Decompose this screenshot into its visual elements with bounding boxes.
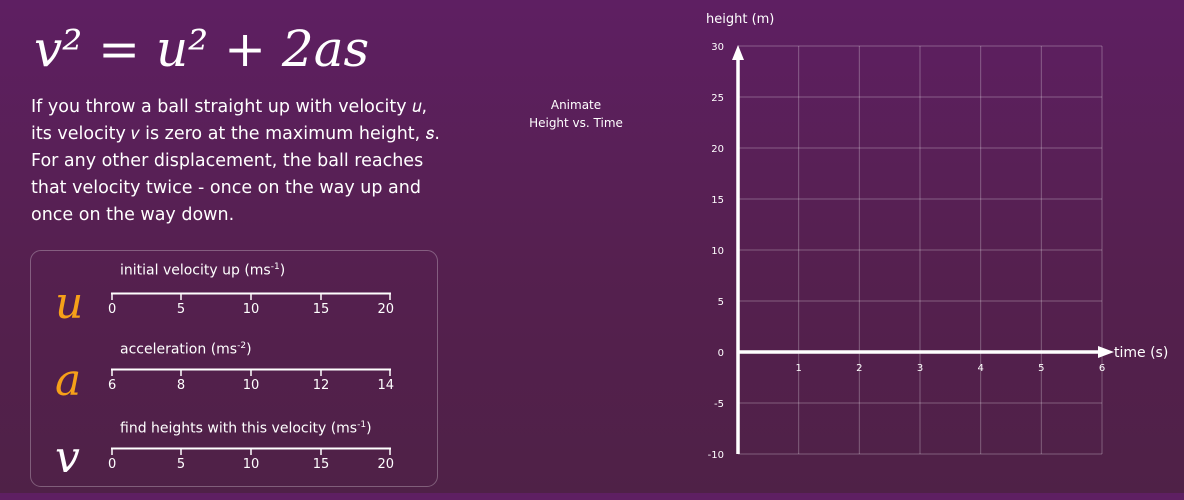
slider-a-label: acceleration (ms-2) bbox=[120, 341, 252, 358]
x-tick-label: 5 bbox=[1038, 363, 1044, 374]
x-axis-label: time (s) bbox=[1114, 345, 1168, 361]
chart-axes bbox=[732, 45, 1114, 454]
slider-u-unit-exp: -1 bbox=[270, 262, 280, 272]
slider-v-unit-exp: -1 bbox=[357, 420, 367, 430]
slider-tick-label: 10 bbox=[243, 457, 260, 472]
slider-u-track[interactable]: 0 5 10 15 20 bbox=[108, 292, 394, 317]
x-tick-label: 2 bbox=[856, 363, 862, 374]
y-tick-label: 20 bbox=[711, 144, 724, 155]
chart-labels: 30 25 20 15 10 5 0 -5 -10 1 2 3 4 5 6 height (m) time (s… bbox=[706, 12, 1168, 461]
slider-tick-label: 6 bbox=[108, 378, 116, 393]
y-tick-label: 30 bbox=[711, 42, 724, 53]
y-tick-label: 15 bbox=[711, 195, 724, 206]
description-text: If you throw a ball straight up with vel… bbox=[31, 97, 440, 225]
slider-scale: 0 5 10 15 20 bbox=[108, 447, 394, 472]
controls-panel: initial velocity up (ms-1) u 0 5 10 15 20 ac… bbox=[30, 250, 438, 487]
slider-u: initial velocity up (ms-1) u 0 5 10 15 20 bbox=[31, 262, 437, 342]
animate-button-line-2: Height vs. Time bbox=[529, 116, 623, 130]
x-tick-label: 3 bbox=[917, 363, 923, 374]
x-tick-label: 4 bbox=[977, 363, 983, 374]
slider-tick-label: 0 bbox=[108, 302, 116, 317]
slider-tick-label: 5 bbox=[177, 302, 185, 317]
y-tick-label: -10 bbox=[708, 450, 724, 461]
slider-tick-label: 12 bbox=[313, 378, 330, 393]
slider-v-track[interactable]: 0 5 10 15 20 bbox=[108, 447, 394, 472]
slider-u-label: initial velocity up (ms-1) bbox=[120, 262, 286, 279]
slider-tick-label: 14 bbox=[377, 378, 394, 393]
slider-a-unit-exp: -2 bbox=[237, 341, 247, 351]
y-tick-label: 25 bbox=[711, 93, 724, 104]
slider-tick-label: 15 bbox=[313, 302, 330, 317]
x-tick-label: 1 bbox=[795, 363, 801, 374]
slider-tick-label: 8 bbox=[177, 378, 185, 393]
slider-tick-label: 10 bbox=[243, 378, 260, 393]
slider-tick-label: 15 bbox=[313, 457, 330, 472]
slider-tick-label: 10 bbox=[243, 302, 260, 317]
animate-button[interactable]: Animate Height vs. Time bbox=[523, 96, 629, 132]
slider-a: acceleration (ms-2) a 6 8 10 12 14 bbox=[31, 341, 437, 421]
slider-a-track[interactable]: 6 8 10 12 14 bbox=[108, 368, 394, 393]
y-axis-arrow bbox=[732, 45, 744, 60]
symbol-v: v bbox=[55, 432, 80, 483]
y-axis-label: height (m) bbox=[706, 12, 774, 27]
slider-tick-label: 5 bbox=[177, 457, 185, 472]
x-tick-label: 6 bbox=[1099, 363, 1105, 374]
y-tick-label: 10 bbox=[711, 246, 724, 257]
slider-scale: 0 5 10 15 20 bbox=[108, 292, 394, 317]
slider-tick-label: 20 bbox=[377, 302, 394, 317]
y-tick-label: -5 bbox=[714, 399, 724, 410]
slider-v: find heights with this velocity (ms-1) v… bbox=[31, 420, 437, 500]
y-tick-label: 5 bbox=[718, 297, 724, 308]
slider-v-label: find heights with this velocity (ms-1) bbox=[120, 420, 372, 437]
equation-heading: v² = u² + 2as bbox=[34, 20, 370, 78]
height-time-chart: 30 25 20 15 10 5 0 -5 -10 1 2 3 4 5 6 height (m) time (s… bbox=[706, 12, 1168, 461]
x-axis-arrow bbox=[1098, 346, 1114, 358]
symbol-u: u bbox=[55, 278, 84, 329]
y-tick-label: 0 bbox=[718, 348, 724, 359]
animate-button-line-1: Animate bbox=[550, 98, 602, 112]
slider-tick-label: 0 bbox=[108, 457, 116, 472]
slider-tick-label: 20 bbox=[377, 457, 394, 472]
chart-grid bbox=[738, 45, 1103, 455]
symbol-a: a bbox=[55, 355, 82, 406]
slider-scale: 6 8 10 12 14 bbox=[108, 368, 394, 393]
